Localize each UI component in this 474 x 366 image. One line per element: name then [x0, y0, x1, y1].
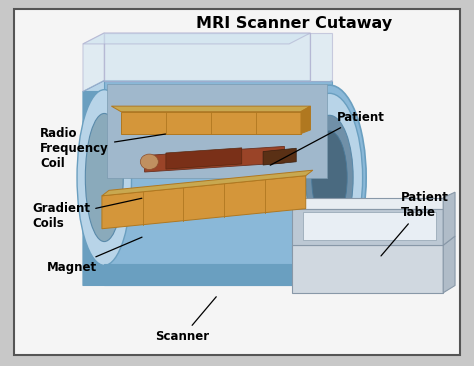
- Text: Scanner: Scanner: [155, 297, 216, 343]
- FancyBboxPatch shape: [14, 9, 460, 355]
- Polygon shape: [102, 170, 313, 196]
- Polygon shape: [83, 81, 310, 92]
- Text: Magnet: Magnet: [46, 237, 142, 274]
- Polygon shape: [102, 176, 306, 229]
- Ellipse shape: [311, 131, 347, 224]
- Ellipse shape: [296, 93, 363, 262]
- Polygon shape: [83, 33, 310, 44]
- Polygon shape: [104, 33, 310, 81]
- Polygon shape: [111, 106, 310, 112]
- Polygon shape: [292, 245, 443, 293]
- Polygon shape: [83, 81, 104, 285]
- Polygon shape: [443, 192, 455, 245]
- Polygon shape: [310, 33, 332, 81]
- Ellipse shape: [306, 115, 353, 240]
- Polygon shape: [107, 84, 327, 178]
- Ellipse shape: [85, 113, 123, 242]
- Polygon shape: [104, 264, 310, 285]
- Polygon shape: [443, 236, 455, 293]
- Polygon shape: [292, 198, 443, 209]
- Polygon shape: [301, 106, 310, 134]
- Polygon shape: [292, 245, 443, 256]
- Text: Radio
Frequency
Coil: Radio Frequency Coil: [40, 127, 165, 170]
- Polygon shape: [145, 146, 284, 172]
- Ellipse shape: [77, 90, 131, 265]
- Ellipse shape: [292, 85, 366, 270]
- Polygon shape: [83, 33, 104, 92]
- Text: Gradient
Coils: Gradient Coils: [32, 198, 142, 230]
- Polygon shape: [310, 81, 332, 285]
- Text: Patient: Patient: [270, 111, 384, 165]
- Polygon shape: [83, 274, 332, 285]
- Polygon shape: [263, 148, 296, 165]
- Polygon shape: [292, 198, 332, 209]
- Text: MRI Scanner Cutaway: MRI Scanner Cutaway: [196, 16, 392, 31]
- Polygon shape: [292, 209, 443, 245]
- Text: Patient
Table: Patient Table: [381, 191, 448, 256]
- Polygon shape: [121, 112, 301, 134]
- Polygon shape: [166, 148, 242, 169]
- Polygon shape: [303, 212, 436, 240]
- Ellipse shape: [140, 154, 158, 169]
- Polygon shape: [104, 81, 332, 274]
